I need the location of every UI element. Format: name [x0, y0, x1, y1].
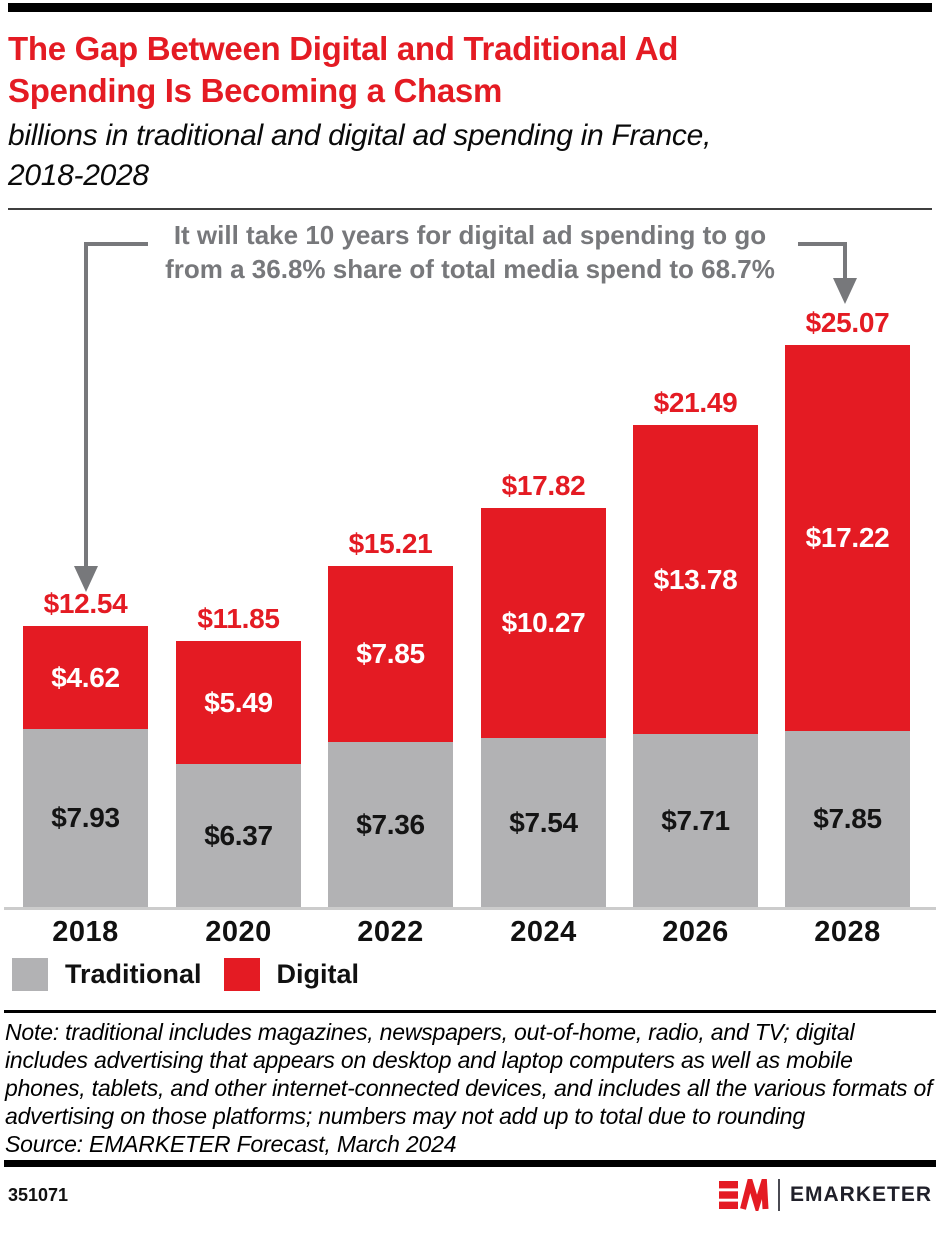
callout-bracket-right	[798, 242, 847, 280]
bar-segment-traditional-2026: $7.71	[633, 734, 758, 907]
header-divider	[8, 208, 932, 210]
logo-divider	[777, 1179, 780, 1211]
bar-value-digital-2026: $13.78	[653, 563, 738, 595]
bar-segment-traditional-2024: $7.54	[481, 738, 606, 907]
chart-annotation: It will take 10 years for digital ad spe…	[90, 218, 850, 286]
bar-value-digital-2018: $4.62	[51, 661, 120, 693]
bar-value-digital-2028: $17.22	[805, 522, 890, 553]
page-title: The Gap Between Digital and Traditional …	[8, 28, 932, 112]
bar-value-digital-2020: $5.49	[204, 686, 273, 718]
chart-subtitle-line1: billions in traditional and digital ad s…	[8, 119, 712, 152]
arrow-down-icon	[74, 566, 98, 592]
chart-annotation-line1: It will take 10 years for digital ad spe…	[173, 220, 767, 250]
bar-segment-digital-2028: $17.22	[785, 345, 910, 731]
chart-subtitle-line2: 2018-2028	[8, 159, 149, 192]
bar-column-2026: $13.78 $7.71	[633, 425, 758, 907]
bar-segment-digital-2020: $5.49	[176, 641, 301, 764]
chart-subtitle: billions in traditional and digital ad s…	[8, 116, 932, 196]
legend-swatch-traditional	[12, 958, 48, 991]
footer: 351071 EMARKETER	[8, 1179, 932, 1211]
bottom-accent-bar	[4, 1160, 936, 1167]
legend-swatch-digital	[223, 958, 260, 991]
bar-segment-traditional-2018: $7.93	[23, 729, 148, 907]
em-logo-mark-icon	[718, 1179, 769, 1211]
bar-total-label-2028: $25.07	[805, 307, 890, 338]
bar-value-digital-2022: $7.85	[356, 638, 425, 669]
x-axis-label-2018: 2018	[52, 916, 119, 948]
bar-total-label-2020: $11.85	[197, 603, 280, 634]
logo-wordmark: EMARKETER	[789, 1183, 932, 1206]
bar-total-label-2024: $17.82	[501, 470, 586, 501]
bar-value-traditional-2028: $7.85	[813, 803, 882, 834]
report-id: 351071	[8, 1184, 69, 1205]
arrow-down-icon	[833, 278, 857, 304]
bar-column-2022: $7.85 $7.36	[328, 566, 453, 907]
callout-bracket-left	[84, 242, 148, 568]
bar-value-traditional-2022: $7.36	[356, 808, 425, 840]
stacked-bar-chart: It will take 10 years for digital ad spe…	[0, 210, 940, 1010]
bar-column-2024: $10.27 $7.54	[481, 508, 606, 907]
note-divider	[4, 1010, 936, 1013]
bar-segment-digital-2024: $10.27	[481, 508, 606, 738]
bar-value-traditional-2024: $7.54	[509, 806, 578, 838]
top-accent-bar	[8, 3, 932, 12]
bar-segment-traditional-2020: $6.37	[176, 764, 301, 907]
x-axis-label-2026: 2026	[662, 916, 729, 948]
x-axis-line	[4, 907, 936, 910]
x-axis-label-2022: 2022	[357, 916, 424, 948]
chart-legend: Traditional Digital	[12, 958, 359, 991]
bar-column-2020: $5.49 $6.37	[176, 641, 301, 907]
bar-segment-traditional-2028: $7.85	[785, 731, 910, 907]
chart-source: Source: EMARKETER Forecast, March 2024	[5, 1131, 457, 1157]
page-title-line1: The Gap Between Digital and Traditional …	[8, 30, 679, 67]
emarketer-logo: EMARKETER	[718, 1179, 932, 1211]
bar-total-label-2022: $15.21	[348, 528, 433, 559]
annotation-callout-lines	[74, 242, 857, 592]
legend-label-traditional: Traditional	[65, 959, 202, 989]
legend-item-digital: Digital	[223, 958, 360, 991]
x-axis-label-2020: 2020	[205, 916, 272, 948]
bar-column-2018: $4.62 $7.93	[23, 626, 148, 907]
bar-total-label-2026: $21.49	[653, 387, 738, 418]
legend-item-traditional: Traditional	[12, 958, 202, 991]
x-axis-label-2028: 2028	[814, 916, 881, 948]
chart-annotation-line2: from a 36.8% share of total media spend …	[165, 254, 775, 284]
bar-segment-digital-2026: $13.78	[633, 425, 758, 734]
chart-note: Note: traditional includes magazines, ne…	[5, 1019, 933, 1129]
bar-segment-digital-2018: $4.62	[23, 626, 148, 729]
bar-value-digital-2024: $10.27	[501, 607, 586, 638]
bar-value-traditional-2020: $6.37	[204, 819, 273, 851]
bar-column-2028: $17.22 $7.85	[785, 345, 910, 907]
bar-segment-traditional-2022: $7.36	[328, 742, 453, 907]
page-title-line2: Spending Is Becoming a Chasm	[8, 72, 503, 109]
bar-total-label-2018: $12.54	[43, 588, 128, 619]
x-axis-label-2024: 2024	[510, 916, 577, 948]
bar-value-traditional-2018: $7.93	[51, 802, 120, 833]
bar-segment-digital-2022: $7.85	[328, 566, 453, 742]
bar-value-traditional-2026: $7.71	[661, 804, 730, 836]
legend-label-digital: Digital	[276, 959, 360, 989]
